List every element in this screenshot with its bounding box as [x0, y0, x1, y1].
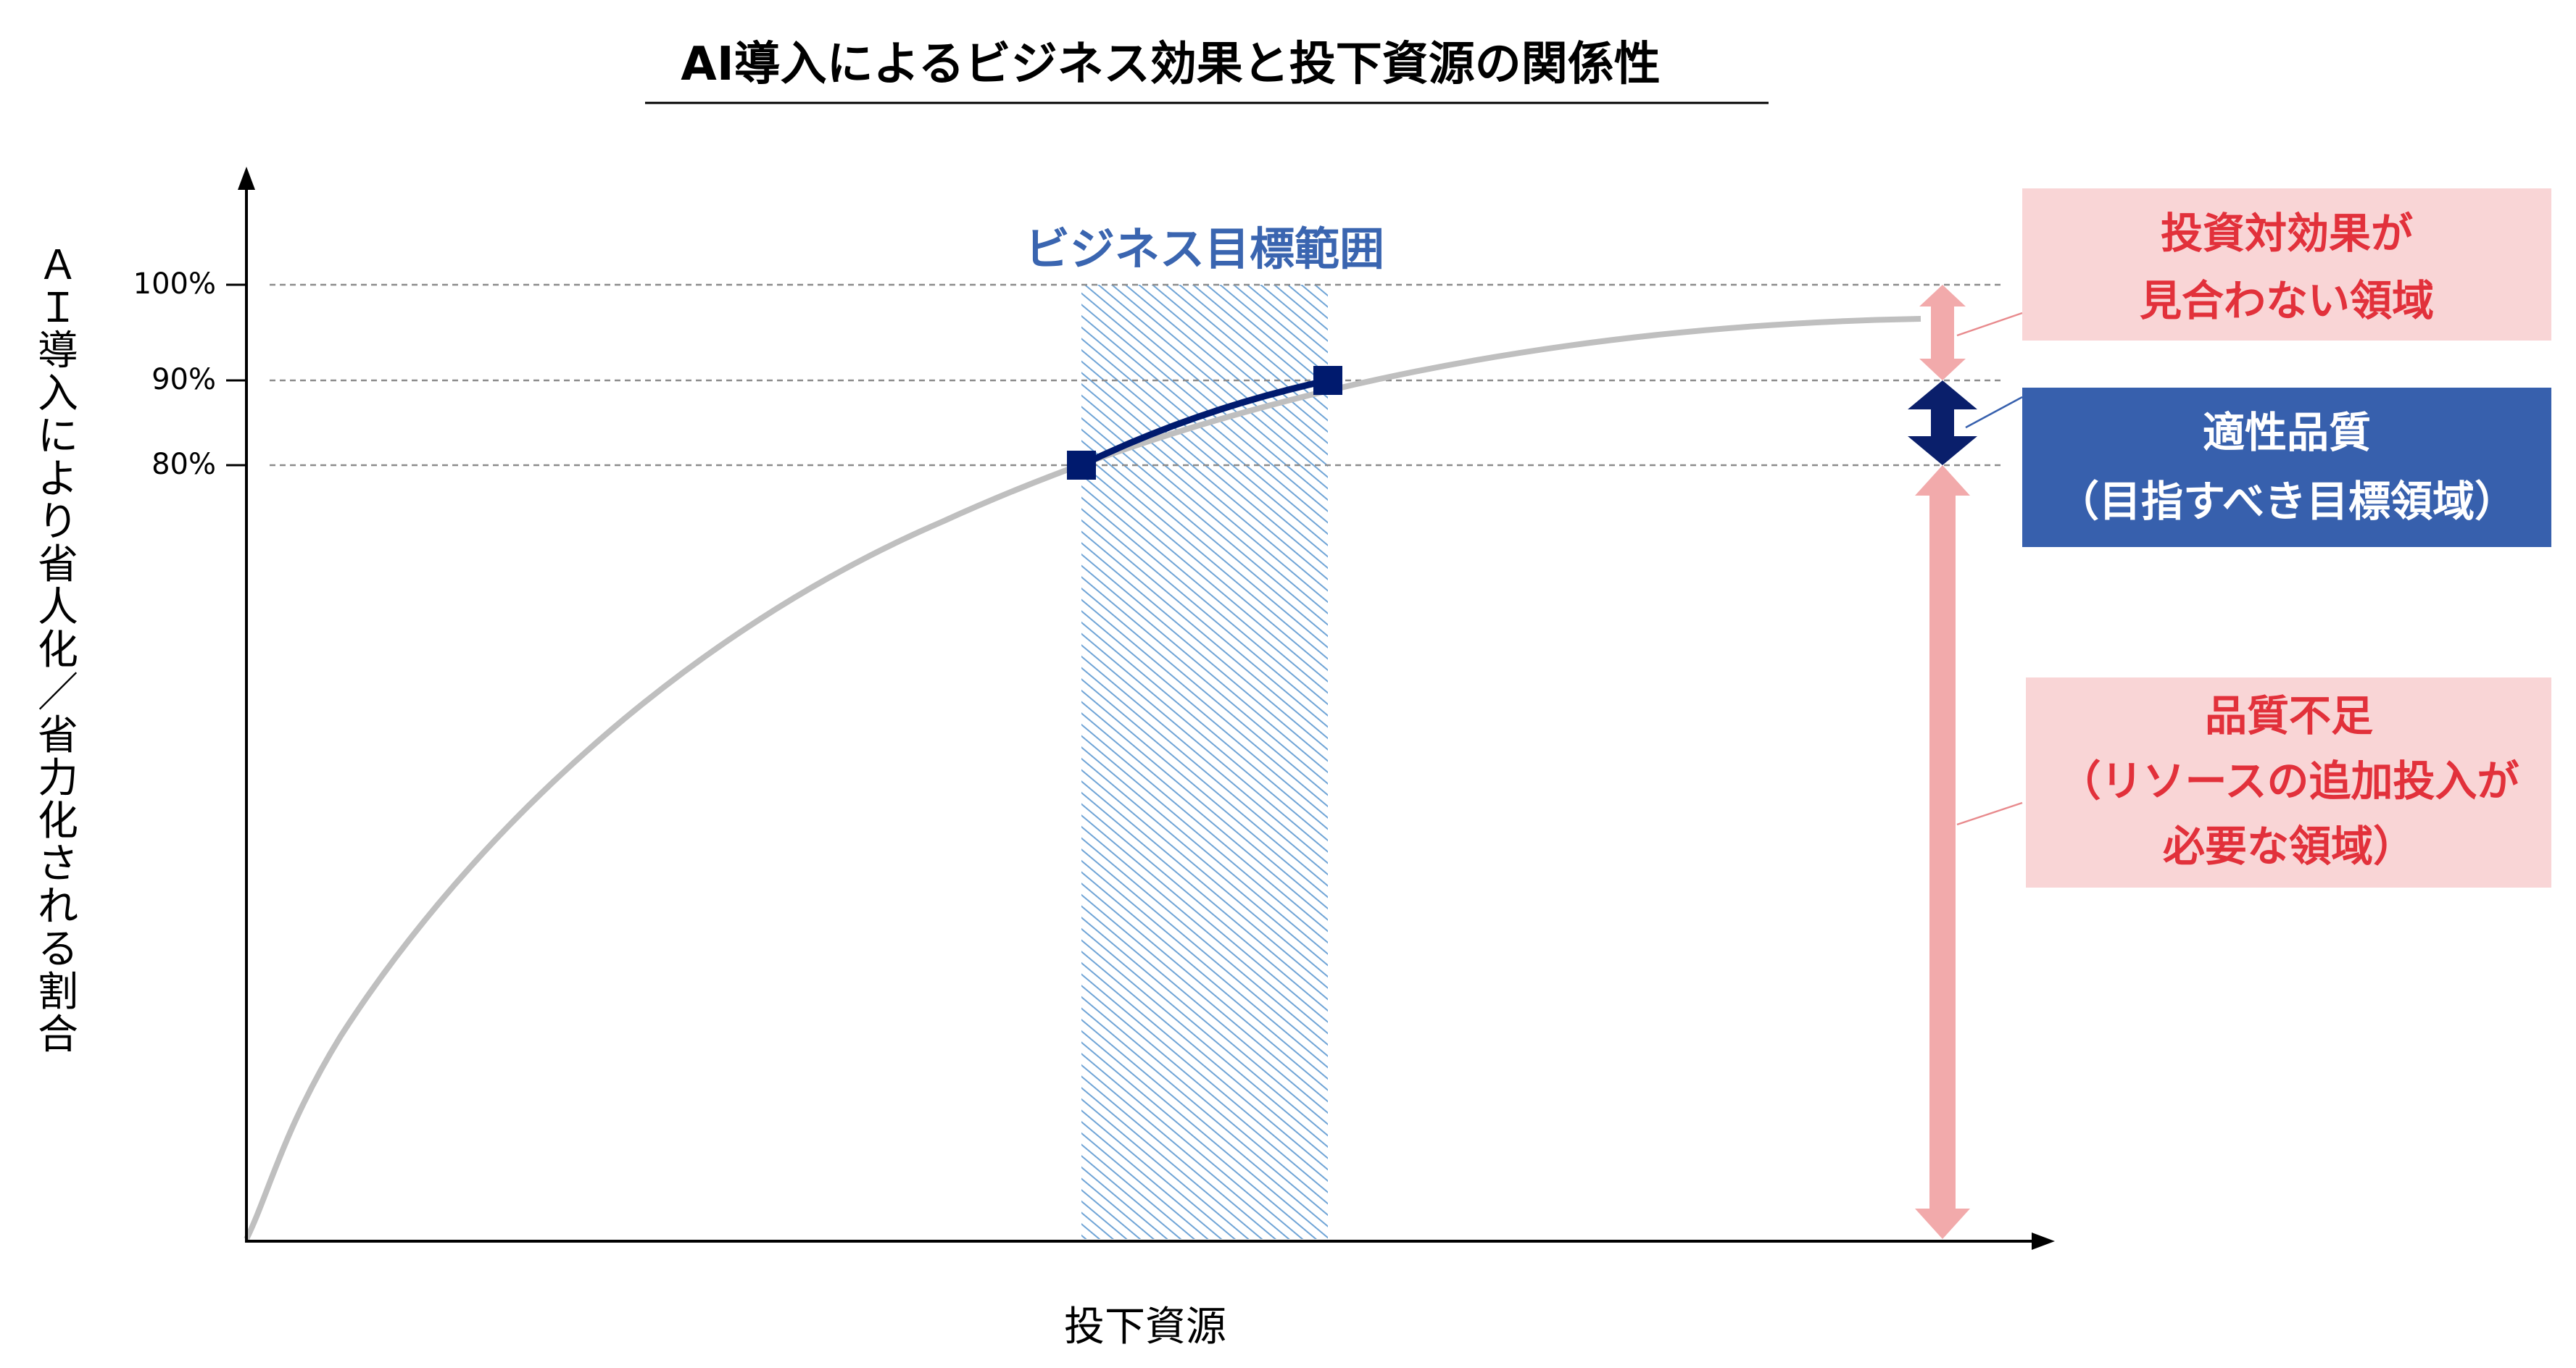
- x-axis-label: 投下資源: [1064, 1304, 1226, 1351]
- insufficient-box: [2026, 677, 2551, 888]
- over-investment-line-2: 見合わない領域: [2140, 276, 2434, 325]
- x-axis-arrowhead: [2032, 1233, 2055, 1250]
- insufficient-line-2: （リソースの追加投入が: [2058, 756, 2519, 806]
- optimal-arrow: [1908, 380, 1977, 465]
- connector-optimal: [1965, 396, 2023, 429]
- optimal-box: [2022, 388, 2551, 547]
- over-investment-arrow: [1919, 285, 1966, 380]
- tick-label-80: 80%: [151, 448, 216, 481]
- y-axis-label: ＡＩ導入により省人化／省力化される割合: [38, 242, 78, 1059]
- insufficient-line-1: 品質不足: [2205, 691, 2373, 741]
- connector-over-investment: [1956, 312, 2023, 337]
- tick-label-90: 90%: [151, 363, 216, 396]
- insufficient-line-3: 必要な領域）: [2163, 822, 2415, 871]
- target-band: [1081, 285, 1328, 1239]
- y-axis-arrowhead: [238, 167, 255, 190]
- optimal-line-1: 適性品質: [2203, 408, 2371, 457]
- insufficient-arrow: [1915, 465, 1970, 1239]
- target-segment: [1080, 377, 1329, 469]
- over-investment-line-1: 投資対効果が: [2161, 209, 2413, 258]
- optimal-line-2: （目指すべき目標領域）: [2057, 477, 2517, 526]
- connector-insufficient: [1956, 801, 2023, 826]
- over-investment-box: [2022, 188, 2551, 341]
- target-start-marker: [1067, 451, 1096, 480]
- effect-curve: [244, 316, 1921, 1240]
- target-band-label: ビジネス目標範囲: [1025, 222, 1384, 275]
- tick-label-100: 100%: [133, 267, 216, 301]
- diagram-title: AI導入によるビジネス効果と投下資源の関係性: [681, 38, 1660, 91]
- target-end-marker: [1313, 366, 1342, 395]
